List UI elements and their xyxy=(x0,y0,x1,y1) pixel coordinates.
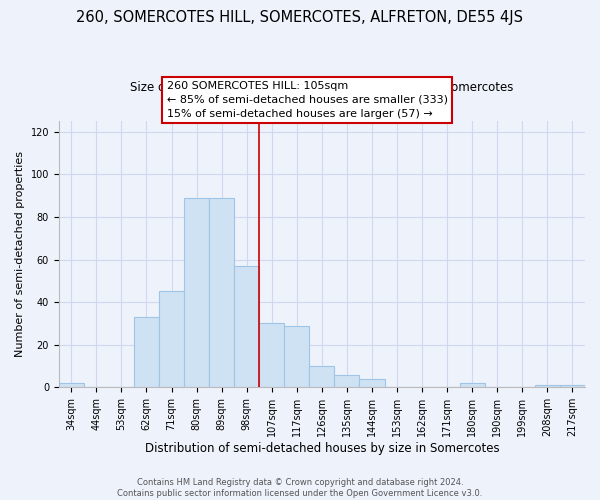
Bar xyxy=(535,385,560,388)
Bar xyxy=(234,266,259,388)
Bar xyxy=(334,374,359,388)
Text: 260 SOMERCOTES HILL: 105sqm
← 85% of semi-detached houses are smaller (333)
15% : 260 SOMERCOTES HILL: 105sqm ← 85% of sem… xyxy=(167,81,448,119)
Bar xyxy=(359,379,385,388)
Bar xyxy=(209,198,234,388)
Bar xyxy=(284,326,310,388)
X-axis label: Distribution of semi-detached houses by size in Somercotes: Distribution of semi-detached houses by … xyxy=(145,442,499,455)
Text: Contains HM Land Registry data © Crown copyright and database right 2024.
Contai: Contains HM Land Registry data © Crown c… xyxy=(118,478,482,498)
Bar xyxy=(460,383,485,388)
Y-axis label: Number of semi-detached properties: Number of semi-detached properties xyxy=(15,151,25,357)
Bar xyxy=(134,317,159,388)
Bar xyxy=(159,292,184,388)
Bar xyxy=(59,383,84,388)
Title: Size of property relative to semi-detached houses in Somercotes: Size of property relative to semi-detach… xyxy=(130,80,514,94)
Bar xyxy=(310,366,334,388)
Text: 260, SOMERCOTES HILL, SOMERCOTES, ALFRETON, DE55 4JS: 260, SOMERCOTES HILL, SOMERCOTES, ALFRET… xyxy=(77,10,523,25)
Bar xyxy=(184,198,209,388)
Bar xyxy=(560,385,585,388)
Bar xyxy=(259,324,284,388)
